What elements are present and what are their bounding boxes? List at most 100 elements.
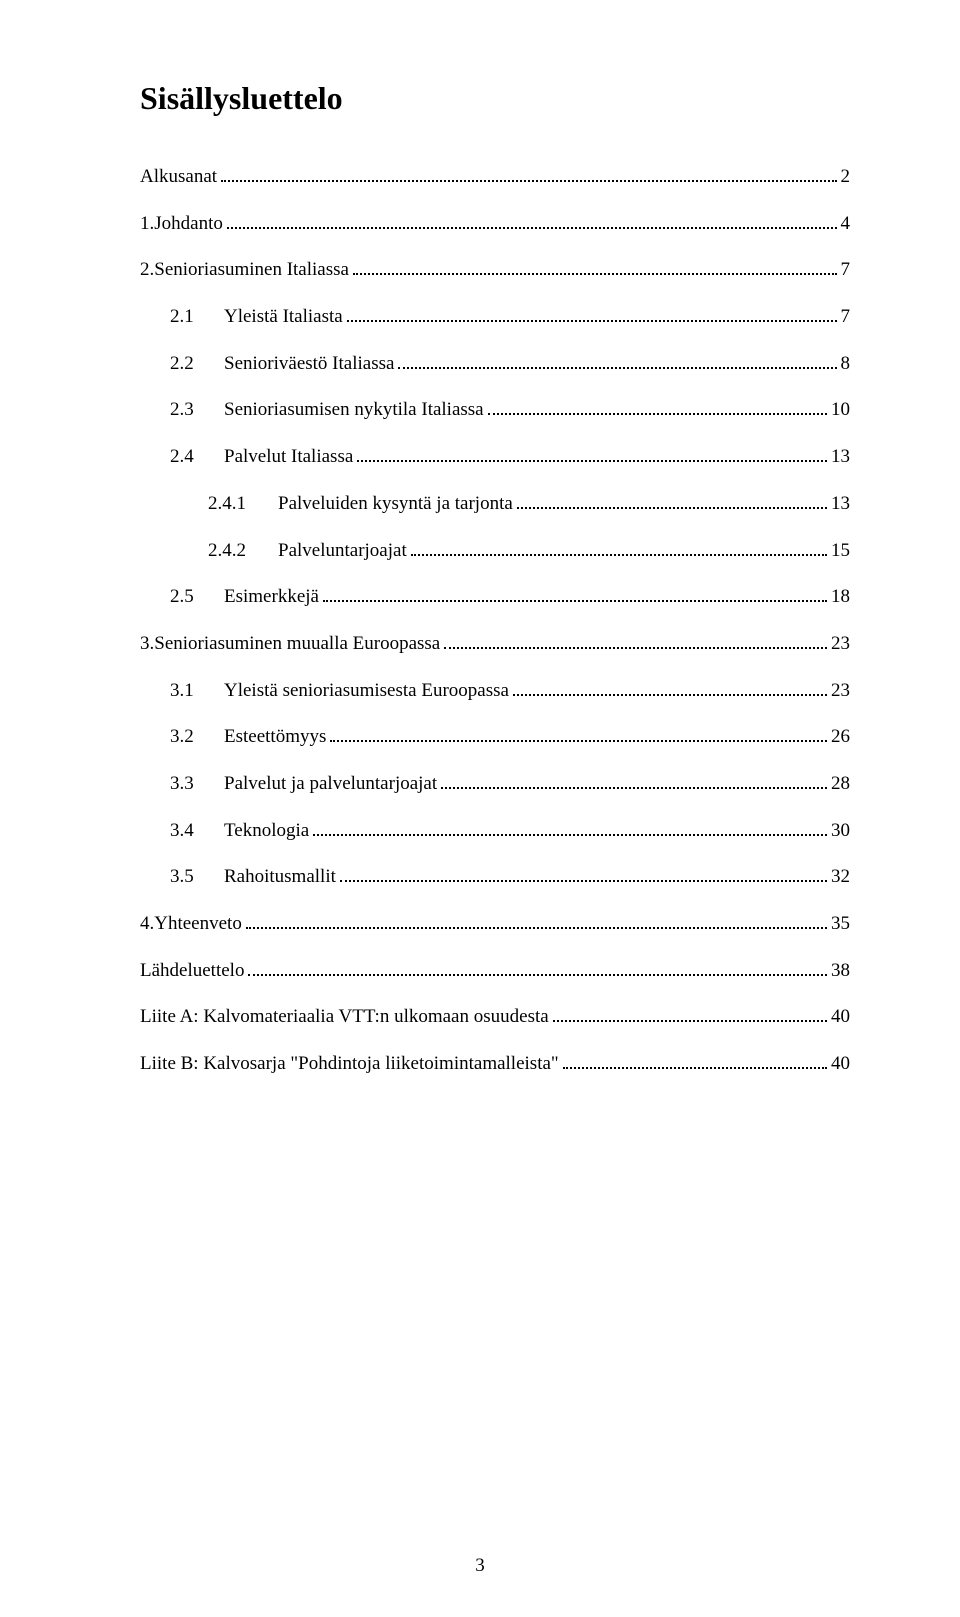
toc-leader-dots	[221, 167, 836, 182]
page: Sisällysluettelo Alkusanat 2 1.Johdanto 4…	[0, 0, 960, 1617]
toc-entry-page: 28	[831, 772, 850, 797]
toc-entry: Liite A: Kalvomateriaalia VTT:n ulkomaan…	[140, 1005, 850, 1030]
toc-entry-label: Esteettömyys	[224, 725, 326, 750]
toc-entry-label: Senioriasumisen nykytila Italiassa	[224, 398, 484, 423]
toc-entry-page: 13	[831, 445, 850, 470]
toc-entry: Alkusanat 2	[140, 165, 850, 190]
toc-entry-label: Senioriasuminen muualla Euroopassa	[154, 632, 440, 657]
toc-leader-dots	[246, 914, 827, 929]
toc-entry: 2.4.2Palveluntarjoajat 15	[140, 539, 850, 564]
toc-entry-number: 4.	[140, 912, 154, 937]
toc-entry-page: 8	[841, 352, 851, 377]
toc-entry-page: 15	[831, 539, 850, 564]
toc-entry-label: Esimerkkejä	[224, 585, 319, 610]
toc-entry-page: 35	[831, 912, 850, 937]
toc-entry-label: Liite B: Kalvosarja "Pohdintoja liiketoi…	[140, 1052, 559, 1077]
toc-entry: 2.3Senioriasumisen nykytila Italiassa 10	[140, 398, 850, 423]
toc-leader-dots	[441, 774, 827, 789]
toc-entry-number: 3.1	[170, 679, 224, 704]
toc-leader-dots	[563, 1054, 827, 1069]
toc-entry-page: 38	[831, 959, 850, 984]
toc-entry-page: 23	[831, 679, 850, 704]
toc-title: Sisällysluettelo	[140, 80, 850, 117]
toc-entry-number: 3.	[140, 632, 154, 657]
page-number: 3	[0, 1555, 960, 1577]
toc-container: Alkusanat 21.Johdanto 42.Senioriasuminen…	[140, 165, 850, 1077]
toc-entry-page: 40	[831, 1052, 850, 1077]
toc-entry-page: 7	[841, 258, 851, 283]
toc-entry-label: Johdanto	[154, 212, 223, 237]
toc-leader-dots	[323, 587, 827, 602]
toc-entry-number: 2.1	[170, 305, 224, 330]
toc-entry-label: Lähdeluettelo	[140, 959, 244, 984]
toc-entry-number: 2.2	[170, 352, 224, 377]
toc-leader-dots	[444, 634, 827, 649]
toc-entry: 2.2Senioriväestö Italiassa 8	[140, 352, 850, 377]
toc-entry-number: 2.4.2	[208, 539, 278, 564]
toc-entry-label: Palvelut ja palveluntarjoajat	[224, 772, 437, 797]
toc-leader-dots	[248, 960, 827, 975]
toc-entry: 3.3Palvelut ja palveluntarjoajat 28	[140, 772, 850, 797]
toc-entry: Lähdeluettelo 38	[140, 959, 850, 984]
toc-entry-label: Senioriasuminen Italiassa	[154, 258, 349, 283]
toc-entry: 2.4Palvelut Italiassa 13	[140, 445, 850, 470]
toc-entry-page: 4	[841, 212, 851, 237]
toc-leader-dots	[353, 260, 837, 275]
toc-entry-number: 1.	[140, 212, 154, 237]
toc-entry-label: Palveluiden kysyntä ja tarjonta	[278, 492, 513, 517]
toc-entry-page: 18	[831, 585, 850, 610]
toc-leader-dots	[227, 213, 837, 228]
toc-leader-dots	[357, 447, 827, 462]
toc-entry-page: 7	[841, 305, 851, 330]
toc-leader-dots	[398, 353, 836, 368]
toc-entry: 2.1Yleistä Italiasta 7	[140, 305, 850, 330]
toc-entry-number: 3.5	[170, 865, 224, 890]
toc-entry-label: Liite A: Kalvomateriaalia VTT:n ulkomaan…	[140, 1005, 549, 1030]
toc-entry-label: Yhteenveto	[154, 912, 242, 937]
toc-entry-page: 13	[831, 492, 850, 517]
toc-entry-page: 30	[831, 819, 850, 844]
toc-entry: 2.5Esimerkkejä 18	[140, 585, 850, 610]
toc-entry: 3.5Rahoitusmallit 32	[140, 865, 850, 890]
toc-entry-page: 2	[841, 165, 851, 190]
toc-entry-label: Rahoitusmallit	[224, 865, 336, 890]
toc-entry-number: 2.	[140, 258, 154, 283]
toc-leader-dots	[513, 680, 827, 695]
toc-entry-label: Palveluntarjoajat	[278, 539, 407, 564]
toc-entry-page: 10	[831, 398, 850, 423]
toc-leader-dots	[340, 867, 827, 882]
toc-leader-dots	[330, 727, 827, 742]
toc-entry-page: 26	[831, 725, 850, 750]
toc-entry-label: Yleistä Italiasta	[224, 305, 343, 330]
toc-entry: 3.Senioriasuminen muualla Euroopassa 23	[140, 632, 850, 657]
toc-entry: 4.Yhteenveto 35	[140, 912, 850, 937]
toc-entry: 1.Johdanto 4	[140, 212, 850, 237]
toc-entry-number: 2.5	[170, 585, 224, 610]
toc-entry-page: 40	[831, 1005, 850, 1030]
toc-entry-page: 23	[831, 632, 850, 657]
toc-entry-number: 2.3	[170, 398, 224, 423]
toc-entry: 3.2Esteettömyys 26	[140, 725, 850, 750]
toc-leader-dots	[488, 400, 827, 415]
toc-entry-label: Teknologia	[224, 819, 309, 844]
toc-leader-dots	[411, 540, 827, 555]
toc-leader-dots	[313, 820, 827, 835]
toc-entry-label: Alkusanat	[140, 165, 217, 190]
toc-entry: Liite B: Kalvosarja "Pohdintoja liiketoi…	[140, 1052, 850, 1077]
toc-entry: 2.Senioriasuminen Italiassa 7	[140, 258, 850, 283]
toc-entry-label: Palvelut Italiassa	[224, 445, 353, 470]
toc-entry: 3.4Teknologia 30	[140, 819, 850, 844]
toc-entry-number: 3.3	[170, 772, 224, 797]
toc-entry-number: 2.4.1	[208, 492, 278, 517]
toc-entry: 3.1Yleistä senioriasumisesta Euroopassa …	[140, 679, 850, 704]
toc-entry-number: 3.4	[170, 819, 224, 844]
toc-leader-dots	[553, 1007, 827, 1022]
toc-entry-number: 2.4	[170, 445, 224, 470]
toc-leader-dots	[517, 494, 827, 509]
toc-entry-number: 3.2	[170, 725, 224, 750]
toc-entry-label: Yleistä senioriasumisesta Euroopassa	[224, 679, 509, 704]
toc-entry: 2.4.1Palveluiden kysyntä ja tarjonta 13	[140, 492, 850, 517]
toc-entry-label: Senioriväestö Italiassa	[224, 352, 394, 377]
toc-entry-page: 32	[831, 865, 850, 890]
toc-leader-dots	[347, 307, 837, 322]
